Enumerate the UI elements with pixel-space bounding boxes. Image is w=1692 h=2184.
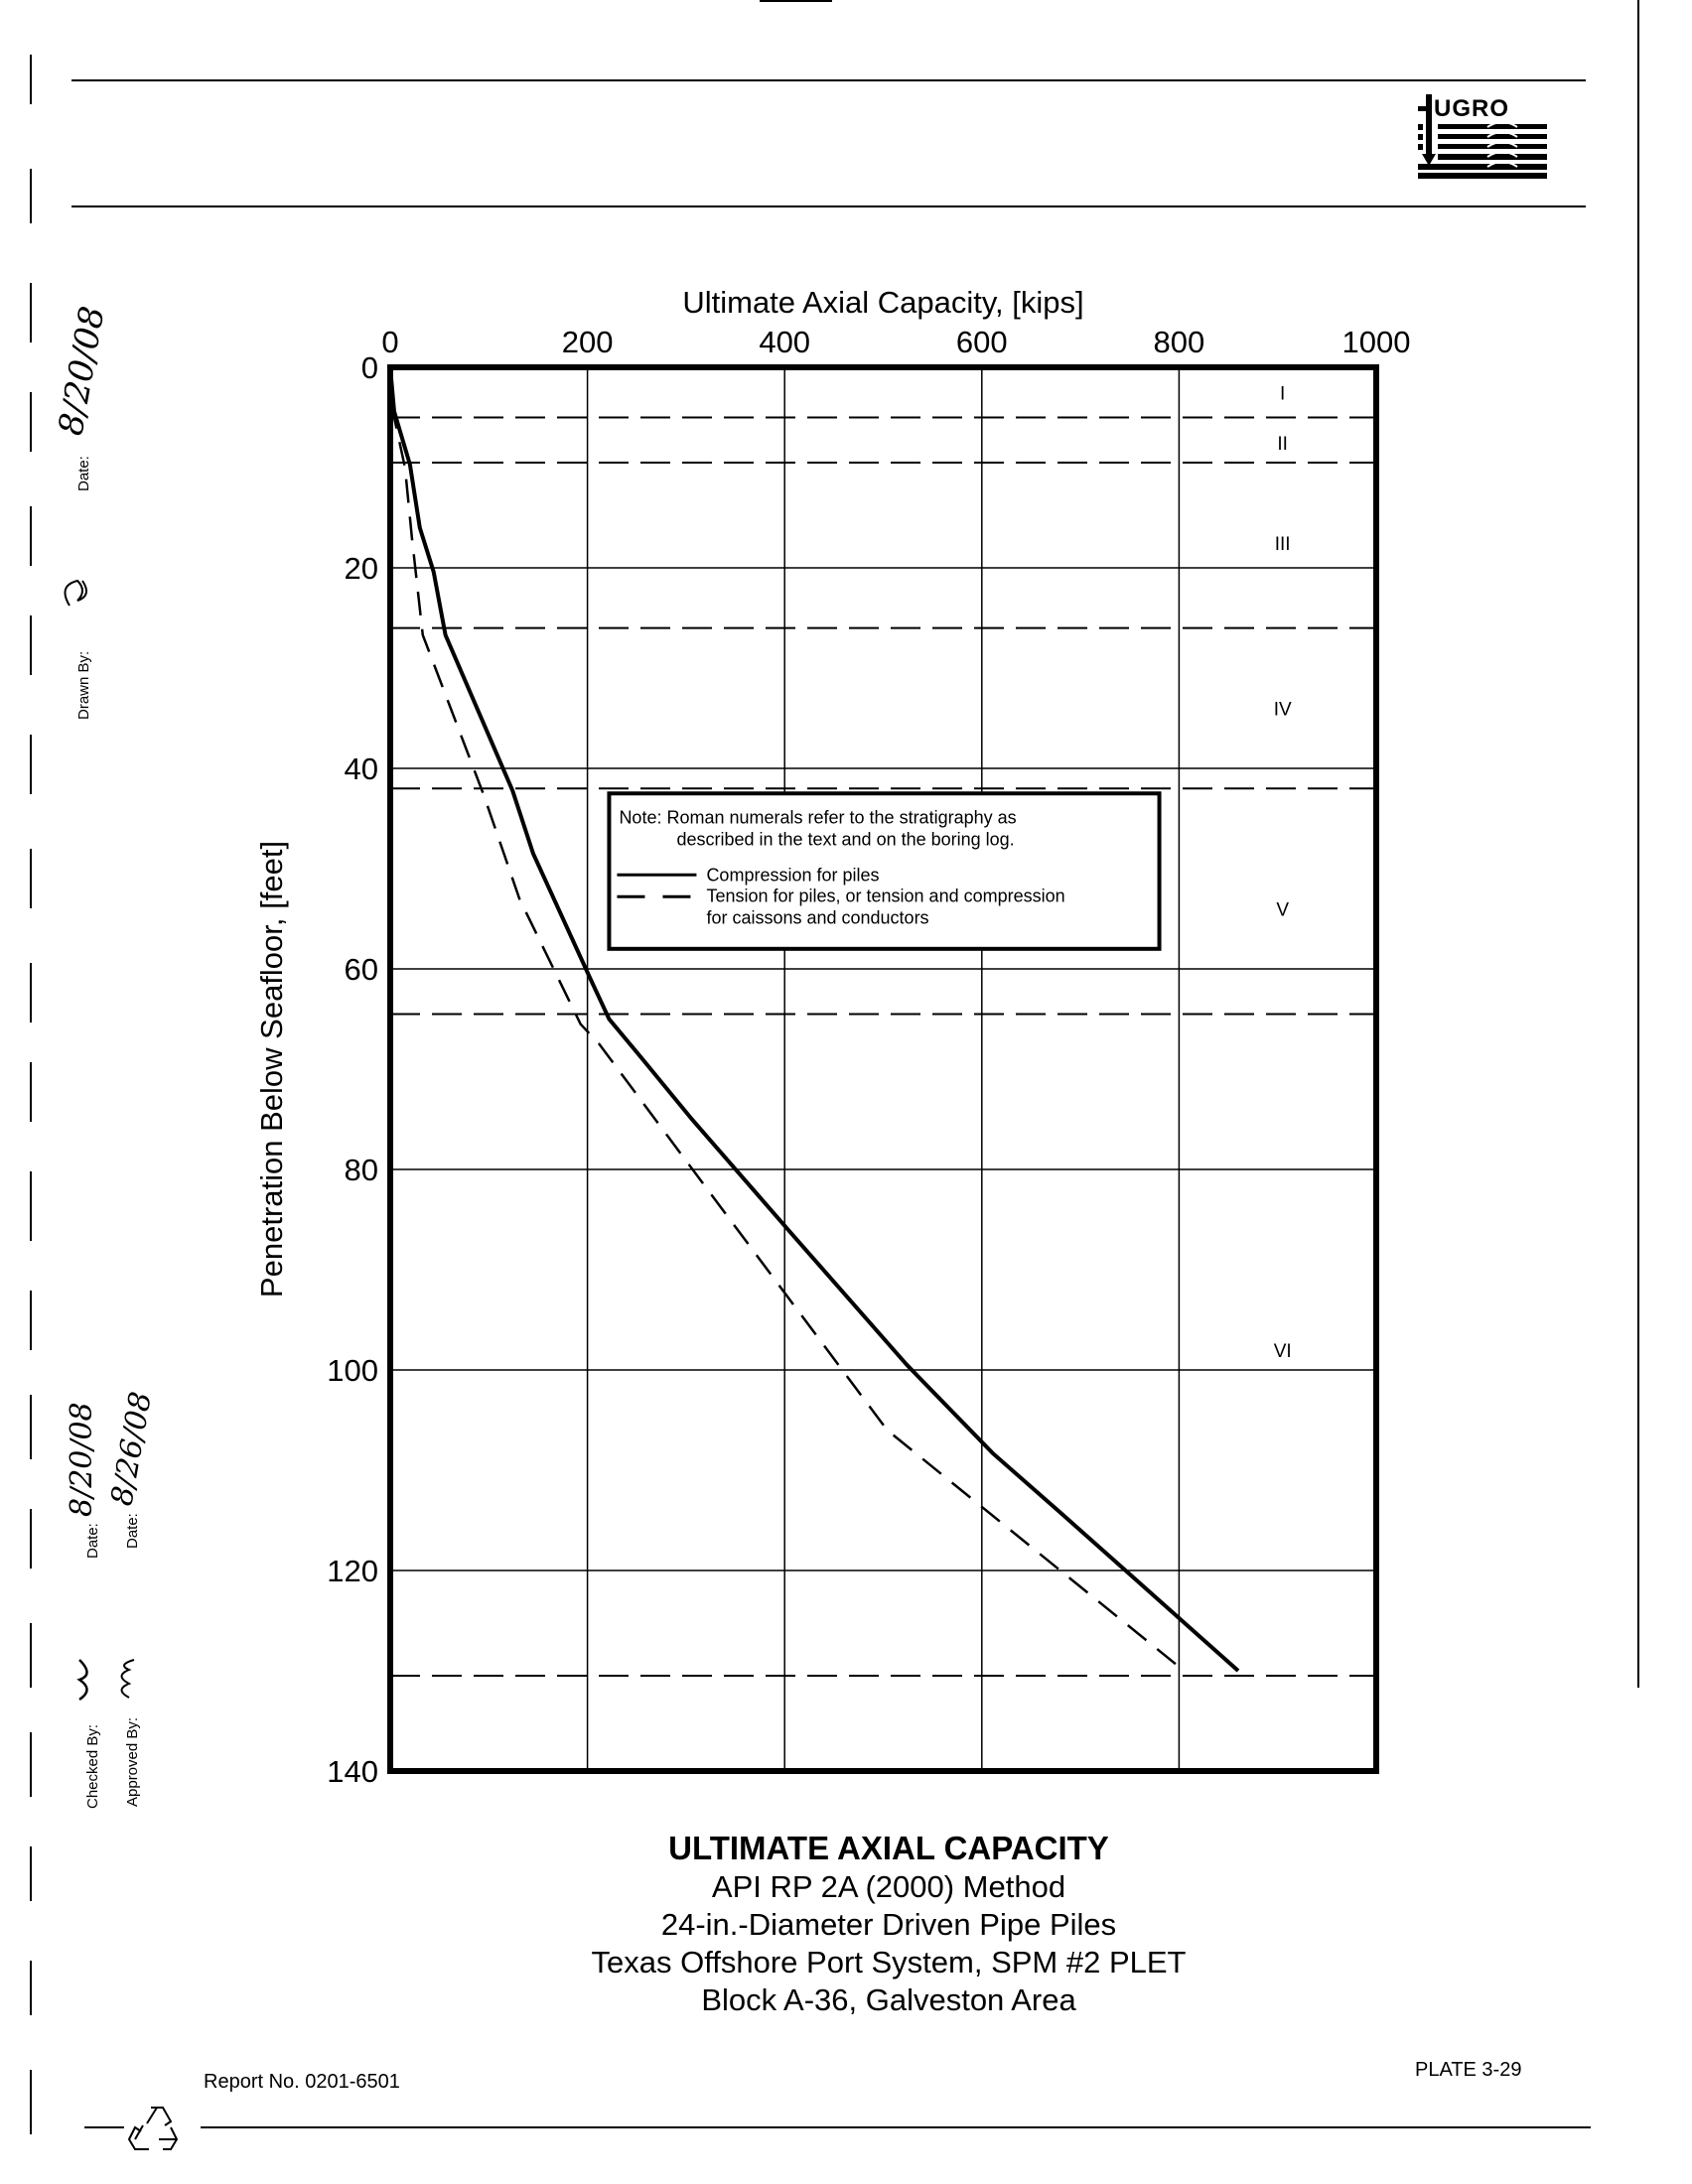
y-tick-label: 120	[327, 1554, 378, 1588]
y-tick-label: 80	[345, 1153, 378, 1187]
fugro-logo: UGRO	[1418, 94, 1547, 179]
checked-by-signature	[76, 1659, 88, 1702]
stratum-label: III	[1275, 534, 1291, 555]
recycle-icon	[127, 2107, 179, 2150]
title-line-location: Block A-36, Galveston Area	[701, 1982, 1076, 2017]
tension-curve	[388, 366, 1186, 1672]
plate-title: ULTIMATE AXIAL CAPACITY	[668, 1830, 1109, 1866]
title-line-method: API RP 2A (2000) Method	[712, 1869, 1065, 1904]
x-axis-title: Ultimate Axial Capacity, [kips]	[682, 285, 1083, 320]
checked-date-label: Date:	[84, 1523, 101, 1559]
x-tick-label: 400	[759, 325, 810, 359]
svg-text:UGRO: UGRO	[1434, 95, 1509, 122]
legend-box	[607, 791, 1162, 951]
stratum-label: I	[1280, 383, 1285, 404]
drawn-by-block: Drawn By: Date: 8/20/08	[51, 304, 112, 720]
checked-by-label: Checked By:	[84, 1724, 101, 1809]
x-tick-label: 1000	[1342, 325, 1411, 359]
stratum-label: II	[1277, 434, 1288, 455]
legend-note-line: described in the text and on the boring …	[676, 829, 1014, 849]
title-line-project: Texas Offshore Port System, SPM #2 PLET	[592, 1945, 1187, 1979]
compression-curve	[388, 366, 1240, 1673]
report-number: Report No. 0201-6501	[204, 2071, 400, 2093]
plot-frame	[387, 364, 1379, 1774]
legend: Note: Roman numerals refer to the strati…	[607, 791, 1162, 951]
legend-note-line: Note: Roman numerals refer to the strati…	[619, 807, 1016, 827]
title-block: ULTIMATE AXIAL CAPACITY API RP 2A (2000)…	[592, 1830, 1187, 2017]
legend-label-compression: Compression for piles	[706, 865, 879, 885]
y-tick-label: 20	[345, 551, 378, 586]
y-tick-label: 100	[327, 1353, 378, 1388]
checked-date-handwritten: 8/20/08	[65, 1402, 99, 1517]
y-tick-label: 0	[361, 350, 378, 385]
title-line-pile: 24-in.-Diameter Driven Pipe Piles	[661, 1907, 1116, 1942]
approved-by-signature	[120, 1659, 135, 1699]
checked-by-block: Checked By: Date: 8/20/08 Approved By: D…	[65, 1389, 159, 1809]
y-tick-label: 140	[327, 1754, 378, 1789]
axial-capacity-chart: Ultimate Axial Capacity, [kips] Penetrat…	[254, 285, 1410, 1789]
x-tick-label: 800	[1154, 325, 1205, 359]
x-tick-label: 0	[381, 325, 398, 359]
legend-label-tension-cont: for caissons and conductors	[706, 907, 928, 927]
y-tick-label: 40	[345, 751, 378, 786]
legend-label-tension: Tension for piles, or tension and compre…	[706, 886, 1064, 905]
drawn-date-handwritten: 8/20/08	[51, 304, 112, 439]
x-tick-label: 600	[956, 325, 1008, 359]
x-tick-label: 200	[562, 325, 614, 359]
y-axis-title: Penetration Below Seafloor, [feet]	[254, 841, 289, 1297]
y-tick-label: 60	[345, 952, 378, 987]
stratum-label: IV	[1274, 699, 1292, 720]
stratum-label: V	[1276, 899, 1289, 920]
drawn-by-label: Drawn By:	[75, 651, 92, 720]
stratum-label: VI	[1274, 1341, 1292, 1362]
drawn-by-signature	[64, 579, 87, 607]
approved-date-label: Date:	[124, 1513, 141, 1549]
drawn-date-label: Date:	[75, 456, 92, 491]
approved-by-label: Approved By:	[124, 1717, 141, 1807]
plate-number: PLATE 3-29	[1415, 2059, 1521, 2081]
approved-date-handwritten: 8/26/08	[104, 1389, 159, 1508]
